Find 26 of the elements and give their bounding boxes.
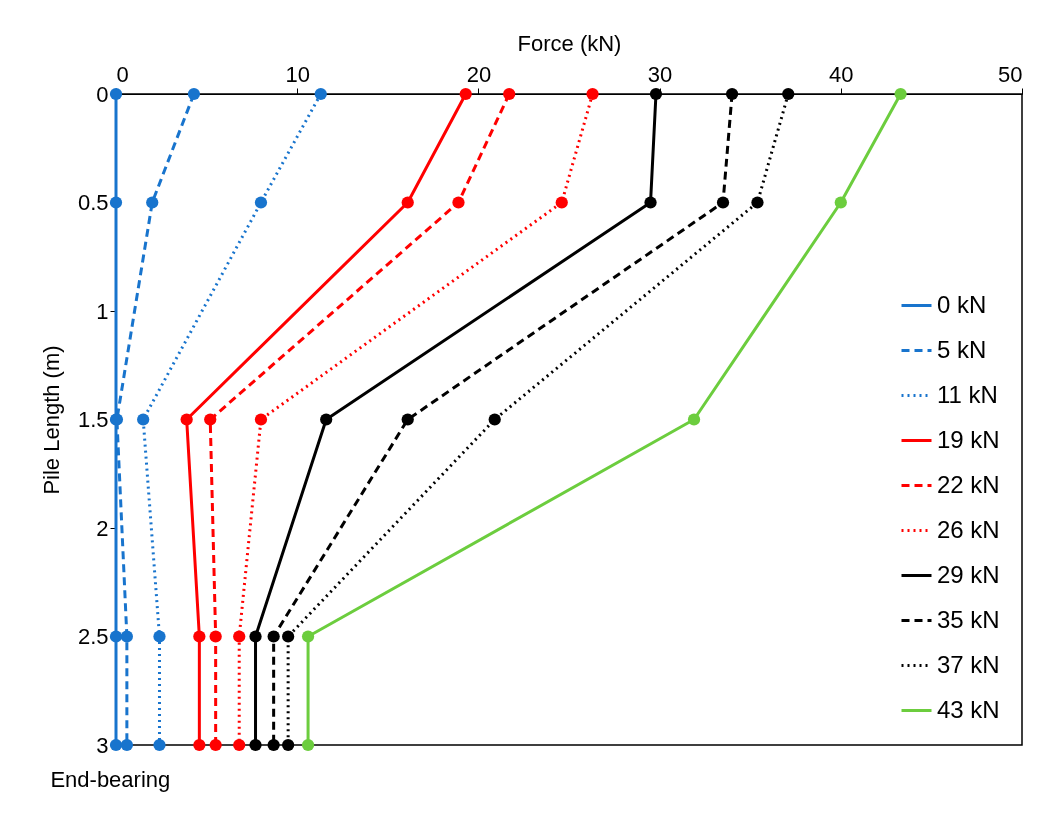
- x-tick-label: 40: [829, 61, 854, 87]
- y-tick-label: 1.5: [77, 407, 109, 432]
- x-tick-label: 30: [647, 61, 673, 87]
- x-tick-label: 0: [116, 61, 129, 87]
- legend-label: 26 kN: [937, 515, 1000, 543]
- y-tick-label: 2: [96, 515, 109, 541]
- y-tick-label: 1: [96, 298, 109, 324]
- legend-label: 35 kN: [937, 605, 1000, 633]
- x-tick-label: 20: [466, 61, 492, 87]
- y-tick-label: 2.5: [77, 624, 109, 649]
- legend-label: 5 kN: [937, 335, 987, 363]
- legend-label: 0 kN: [937, 290, 987, 318]
- y-tick-label: 3: [96, 732, 109, 758]
- text: End-bearing: [50, 767, 171, 792]
- x-tick-label: 50: [998, 61, 1023, 87]
- x-tick-label: 10: [285, 61, 310, 87]
- legend-label: 29 kN: [937, 560, 1000, 588]
- legend-label: 19 kN: [937, 425, 1000, 453]
- legend-label: 43 kN: [937, 695, 1000, 723]
- y-tick-label: 0.5: [77, 190, 109, 215]
- legend-label: 37 kN: [937, 650, 1000, 678]
- x-axis-title: Force (kN): [517, 30, 622, 56]
- y-tick-label: 0: [96, 81, 109, 107]
- legend-label: 11 kN: [937, 380, 998, 408]
- legend-label: 22 kN: [937, 470, 1000, 498]
- y-axis-title: Pile Length (m): [38, 345, 64, 495]
